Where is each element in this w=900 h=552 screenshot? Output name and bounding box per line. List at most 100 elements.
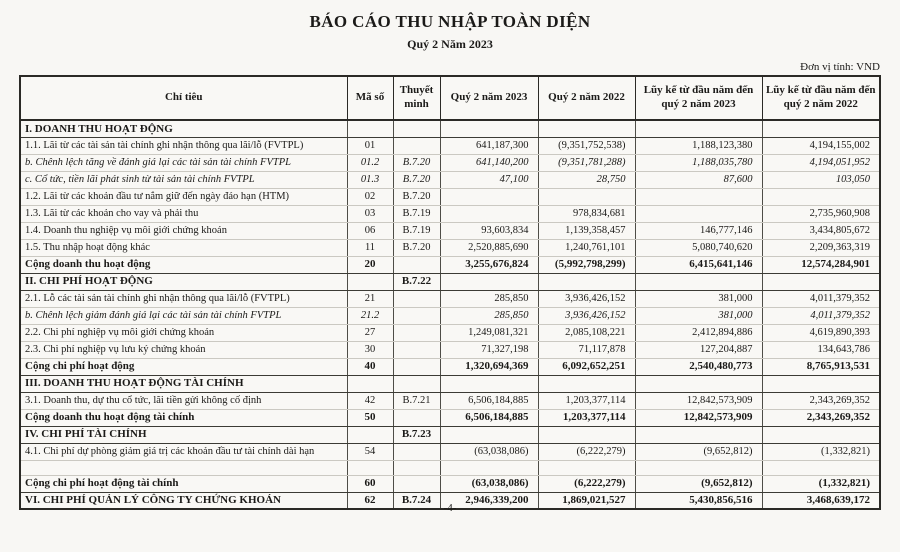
ma-so-cell bbox=[346, 374, 393, 393]
table-row: Cộng chi phí hoạt động tài chính 60 (63,03… bbox=[20, 474, 880, 493]
table-row: b. Chênh lệch giảm đánh giá lại các tài … bbox=[20, 307, 880, 325]
thuyet-minh-cell bbox=[392, 137, 440, 155]
luyke-2022-cell: 4,194,155,002 bbox=[761, 137, 880, 155]
luyke-2022-cell bbox=[761, 425, 880, 444]
row-label-cell: 1.4. Doanh thu nghiệp vụ môi giới chứng … bbox=[20, 222, 347, 240]
thuyet-minh-cell: B.7.22 bbox=[392, 272, 440, 291]
luyke-2022-cell: 103,050 bbox=[761, 171, 880, 189]
row-label-cell: Cộng doanh thu hoạt động bbox=[20, 255, 347, 274]
q2-2023-cell: (63,038,086) bbox=[439, 474, 538, 493]
thuyet-minh-cell bbox=[392, 460, 440, 476]
ma-so-cell: 54 bbox=[346, 443, 393, 461]
ma-so-cell: 01 bbox=[346, 137, 393, 155]
q2-2022-cell: (6,222,279) bbox=[537, 443, 635, 461]
luyke-2022-cell bbox=[761, 272, 880, 291]
luyke-2023-cell: 127,204,887 bbox=[634, 341, 762, 359]
table-row: 1.2. Lãi từ các khoản đầu tư nắm giữ đến… bbox=[20, 188, 880, 206]
row-label-cell: Cộng chi phí hoạt động bbox=[20, 357, 347, 376]
table-row: I. DOANH THU HOẠT ĐỘNG bbox=[20, 119, 880, 138]
thuyet-minh-cell: B.7.23 bbox=[392, 425, 440, 444]
ma-so-cell: 06 bbox=[346, 222, 393, 240]
table-row: 4.1. Chi phí dự phòng giảm giá trị các k… bbox=[20, 443, 880, 461]
luyke-2023-cell: 12,842,573,909 bbox=[634, 392, 762, 410]
ma-so-cell: 02 bbox=[346, 188, 393, 206]
ma-so-cell: 30 bbox=[346, 341, 393, 359]
ma-so-cell bbox=[346, 119, 393, 138]
luyke-2023-cell: (9,652,812) bbox=[634, 474, 762, 493]
q2-2023-cell: (63,038,086) bbox=[439, 443, 538, 461]
table-row: 1.1. Lãi từ các tài sản tài chính ghi nh… bbox=[20, 137, 880, 155]
q2-2023-cell: 3,255,676,824 bbox=[439, 255, 538, 274]
q2-2023-cell: 2,520,885,690 bbox=[439, 239, 538, 257]
luyke-2023-cell bbox=[634, 205, 762, 223]
luyke-2022-cell bbox=[761, 119, 880, 138]
ma-so-cell: 60 bbox=[346, 474, 393, 493]
q2-2023-cell bbox=[439, 425, 538, 444]
q2-2023-cell bbox=[439, 205, 538, 223]
luyke-2023-cell: 5,430,856,516 bbox=[634, 491, 762, 510]
row-label-cell: 1.1. Lãi từ các tài sản tài chính ghi nh… bbox=[20, 137, 347, 155]
table-header-row: Chỉ tiêu Mã số Thuyết minh Quý 2 năm 2023 Qu… bbox=[19, 75, 881, 121]
table-row: 2.1. Lỗ các tài sản tài chính ghi nhận t… bbox=[20, 290, 880, 308]
thuyet-minh-cell bbox=[392, 408, 440, 427]
q2-2022-cell: 28,750 bbox=[537, 171, 635, 189]
ma-so-cell: 11 bbox=[346, 239, 393, 257]
luyke-2022-cell: 3,468,639,172 bbox=[761, 491, 880, 510]
luyke-2022-cell: (1,332,821) bbox=[761, 474, 880, 493]
luyke-2022-cell: 12,574,284,901 bbox=[761, 255, 880, 274]
luyke-2023-cell: 1,188,035,780 bbox=[634, 154, 762, 172]
row-label-cell: III. DOANH THU HOẠT ĐỘNG TÀI CHÍNH bbox=[20, 374, 347, 393]
luyke-2022-cell: 134,643,786 bbox=[761, 341, 880, 359]
ma-so-cell: 21.2 bbox=[346, 307, 393, 325]
column-header-0: Chỉ tiêu bbox=[19, 75, 348, 121]
q2-2022-cell: 1,203,377,114 bbox=[537, 408, 635, 427]
ma-so-cell: 62 bbox=[346, 491, 393, 510]
ma-so-cell: 27 bbox=[346, 324, 393, 342]
table-row bbox=[20, 460, 880, 476]
table-row: Cộng doanh thu hoạt động 20 3,255,676,824(… bbox=[20, 255, 880, 274]
q2-2022-cell: 1,139,358,457 bbox=[537, 222, 635, 240]
thuyet-minh-cell bbox=[392, 119, 440, 138]
thuyet-minh-cell bbox=[392, 290, 440, 308]
q2-2023-cell: 2,946,339,200 bbox=[439, 491, 538, 510]
row-label-cell: 1.3. Lãi từ các khoản cho vay và phải th… bbox=[20, 205, 347, 223]
luyke-2022-cell bbox=[761, 460, 880, 476]
q2-2022-cell bbox=[537, 374, 635, 393]
table-row: IV. CHI PHÍ TÀI CHÍNH B.7.23 bbox=[20, 425, 880, 444]
thuyet-minh-cell: B.7.19 bbox=[392, 205, 440, 223]
ma-so-cell: 01.2 bbox=[346, 154, 393, 172]
thuyet-minh-cell bbox=[392, 357, 440, 376]
document-header: BÁO CÁO THU NHẬP TOÀN DIỆN Quý 2 Năm 202… bbox=[0, 12, 900, 52]
thuyet-minh-cell: B.7.20 bbox=[392, 154, 440, 172]
luyke-2023-cell bbox=[634, 425, 762, 444]
luyke-2022-cell: (1,332,821) bbox=[761, 443, 880, 461]
table-row: 2.2. Chi phí nghiệp vụ môi giới chứng kh… bbox=[20, 324, 880, 342]
column-header-1: Mã số bbox=[346, 75, 394, 121]
q2-2022-cell bbox=[537, 272, 635, 291]
luyke-2022-cell bbox=[761, 188, 880, 206]
q2-2023-cell: 47,100 bbox=[439, 171, 538, 189]
luyke-2023-cell: 87,600 bbox=[634, 171, 762, 189]
ma-so-cell: 01.3 bbox=[346, 171, 393, 189]
thuyet-minh-cell: B.7.20 bbox=[392, 188, 440, 206]
q2-2022-cell: 6,092,652,251 bbox=[537, 357, 635, 376]
luyke-2022-cell: 4,011,379,352 bbox=[761, 290, 880, 308]
thuyet-minh-cell bbox=[392, 307, 440, 325]
ma-so-cell bbox=[346, 460, 393, 476]
thuyet-minh-cell bbox=[392, 474, 440, 493]
column-header-6: Lũy kế từ đầu năm đến quý 2 năm 2022 bbox=[761, 75, 881, 121]
table-row: Cộng chi phí hoạt động 40 1,320,694,369 6,0… bbox=[20, 357, 880, 376]
luyke-2022-cell: 8,765,913,531 bbox=[761, 357, 880, 376]
q2-2023-cell: 641,187,300 bbox=[439, 137, 538, 155]
q2-2023-cell: 285,850 bbox=[439, 290, 538, 308]
row-label-cell: 1.5. Thu nhập hoạt động khác bbox=[20, 239, 347, 257]
q2-2022-cell: (9,351,752,538) bbox=[537, 137, 635, 155]
luyke-2023-cell: (9,652,812) bbox=[634, 443, 762, 461]
ma-so-cell: 03 bbox=[346, 205, 393, 223]
q2-2022-cell: 1,869,021,527 bbox=[537, 491, 635, 510]
q2-2023-cell: 1,249,081,321 bbox=[439, 324, 538, 342]
row-label-cell: I. DOANH THU HOẠT ĐỘNG bbox=[20, 119, 347, 138]
luyke-2023-cell: 381,000 bbox=[634, 290, 762, 308]
table-row: 1.4. Doanh thu nghiệp vụ môi giới chứng … bbox=[20, 222, 880, 240]
luyke-2023-cell: 2,412,894,886 bbox=[634, 324, 762, 342]
